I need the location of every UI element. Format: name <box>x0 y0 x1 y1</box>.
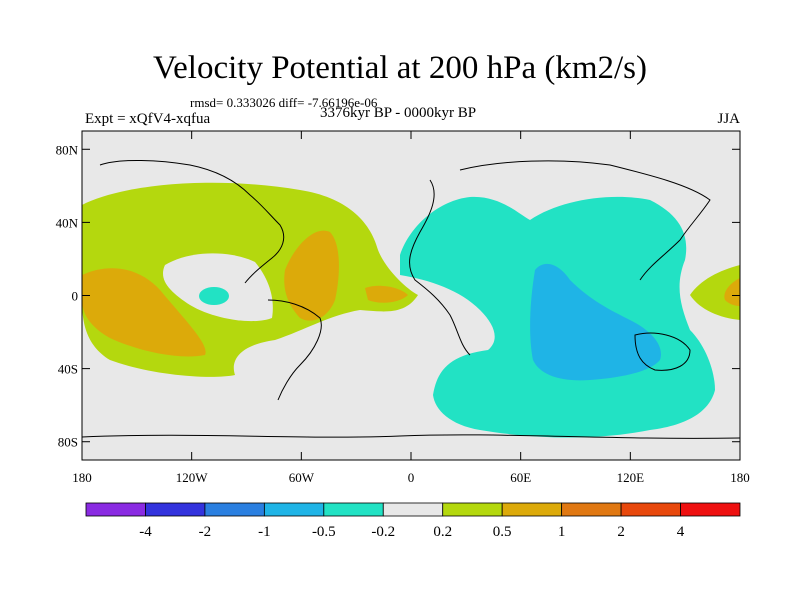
period-label: 3376kyr BP - 0000kyr BP <box>320 105 477 121</box>
positive-region-west-pacific-edge <box>690 265 740 320</box>
colorbar-label: 4 <box>677 524 685 540</box>
experiment-label: Expt = xQfV4-xqfua <box>85 111 211 127</box>
colorbar-label: -0.2 <box>371 524 395 540</box>
colorbar-swatch <box>204 502 265 517</box>
lon-tick-label: 180 <box>730 470 750 485</box>
longitude-axis: 180 120W 60W 0 60E 120E 180 <box>72 131 750 485</box>
colorbar-swatch <box>263 502 325 517</box>
colorbar-label: 2 <box>617 524 625 540</box>
coastline-antarctica <box>82 434 740 439</box>
colorbar-label: -0.5 <box>312 524 336 540</box>
lat-tick-label: 80S <box>58 435 78 450</box>
lat-tick-label: 80N <box>56 142 79 157</box>
lat-tick-label: 40N <box>56 215 79 230</box>
map-title: Velocity Potential at 200 hPa (km2/s) <box>152 50 648 86</box>
colorbar: -4 -2 -1 -0.5 -0.2 0.2 0.5 1 2 4 <box>85 502 741 540</box>
colorbar-label: 0.5 <box>493 524 512 540</box>
coastline-australia <box>634 332 691 371</box>
strong-positive-region-atlantic <box>365 285 408 303</box>
latitude-axis: 80N 40N 0 40S 80S <box>56 142 740 450</box>
rmsd-diff-label: rmsd= 0.333026 diff= -7.66196e-06 <box>190 95 378 110</box>
colorbar-label: 1 <box>558 524 566 540</box>
colorbar-swatch <box>145 502 206 517</box>
coastline-europe-africa <box>409 179 471 356</box>
strong-positive-region-central-pacific <box>82 268 206 357</box>
lat-tick-label: 40S <box>58 362 78 377</box>
coastline-south-america <box>267 299 322 401</box>
colorbar-swatch <box>442 502 503 517</box>
colorbar-swatch <box>323 502 384 517</box>
season-label: JJA <box>717 111 740 127</box>
lon-tick-label: 0 <box>408 470 415 485</box>
colorbar-label: -1 <box>258 524 271 540</box>
coastlines <box>82 160 740 439</box>
positive-region-south-pacific <box>82 243 150 270</box>
lon-tick-label: 60E <box>510 470 531 485</box>
lon-tick-label: 180 <box>72 470 92 485</box>
strong-positive-region-west-pacific-edge <box>724 278 740 306</box>
colorbar-label: -2 <box>199 524 212 540</box>
coastline-asia <box>459 160 711 281</box>
colorbar-swatch <box>382 502 444 517</box>
colorbar-swatch <box>680 502 741 517</box>
colorbar-label: -4 <box>139 524 152 540</box>
lat-tick-label: 0 <box>72 289 79 304</box>
strong-negative-region-indian-ocean <box>530 263 661 381</box>
colorbar-swatch <box>561 502 622 517</box>
neutral-region-east-pacific <box>162 253 273 322</box>
lon-tick-label: 120E <box>617 470 645 485</box>
lon-tick-label: 120W <box>176 470 209 485</box>
negative-spot-east-pacific <box>199 287 229 305</box>
colorbar-swatch <box>501 502 563 517</box>
colorbar-label: 0.2 <box>433 524 452 540</box>
coastline-north-america <box>99 160 285 284</box>
strong-positive-region-west-atlantic <box>284 230 339 321</box>
colorbar-swatch <box>85 502 146 517</box>
lon-tick-label: 60W <box>289 470 315 485</box>
colorbar-swatch <box>620 502 681 517</box>
